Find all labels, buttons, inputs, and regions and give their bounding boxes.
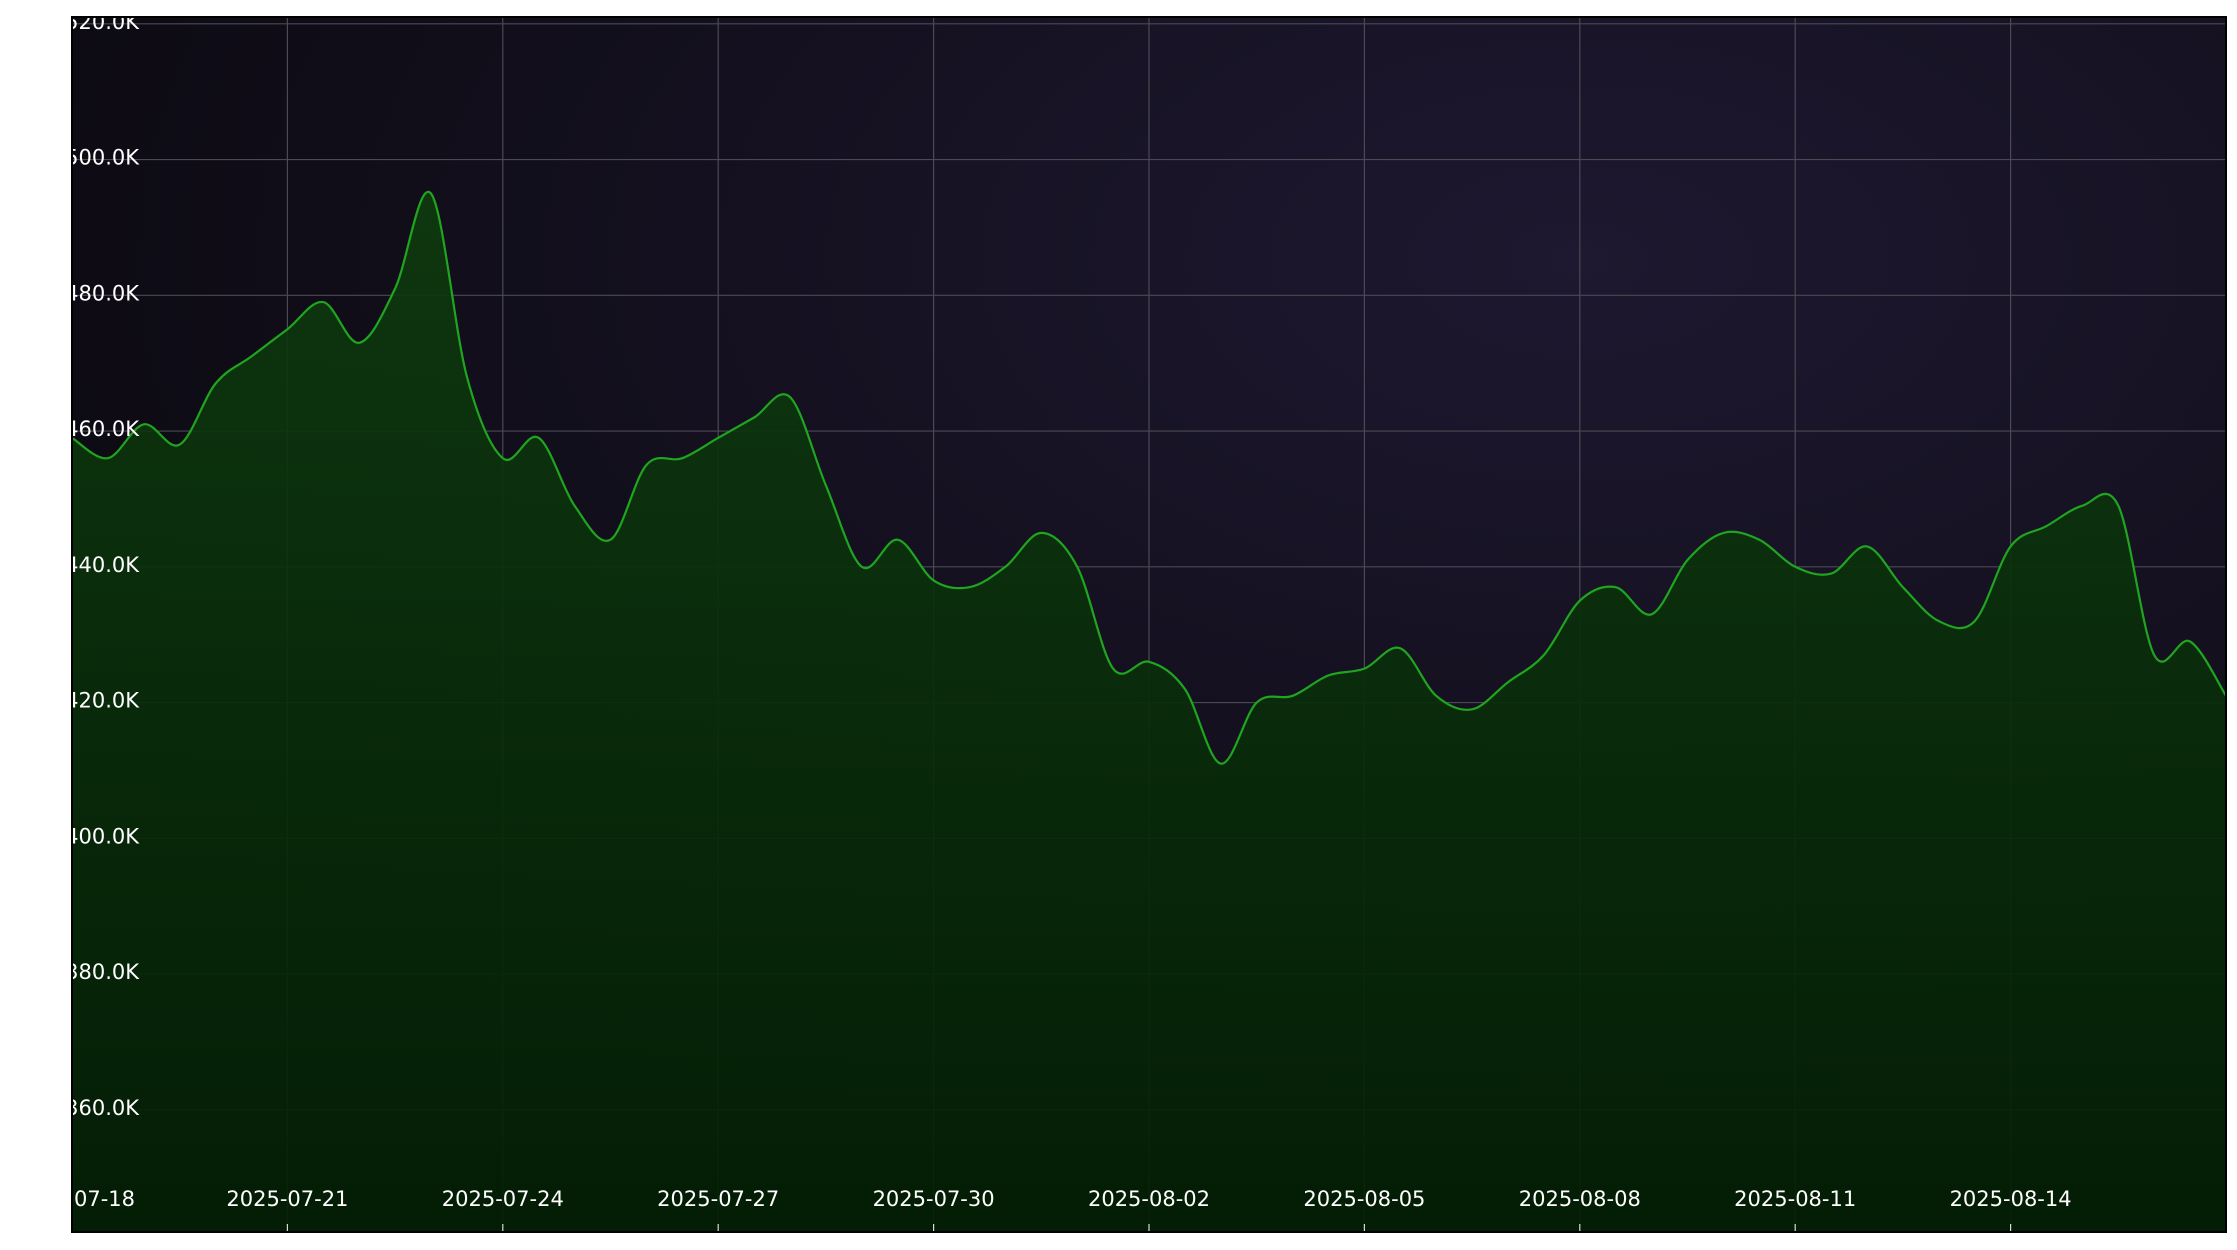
y-tick-label: 520.0K — [65, 10, 140, 34]
y-tick-label: 460.0K — [65, 417, 140, 441]
x-tick-label: 2025-08-05 — [1303, 1187, 1425, 1211]
x-tick-label: 2025-07-21 — [226, 1187, 348, 1211]
x-tick-label: 07-18 — [74, 1187, 135, 1211]
x-tick-label: 2025-08-02 — [1088, 1187, 1210, 1211]
x-tick-label: 2025-07-24 — [442, 1187, 564, 1211]
x-tick-label: 2025-08-11 — [1734, 1187, 1856, 1211]
y-tick-label: 480.0K — [65, 281, 140, 305]
y-tick-label: 380.0K — [65, 960, 140, 984]
y-tick-label: 500.0K — [65, 146, 140, 170]
x-tick-label: 2025-08-08 — [1519, 1187, 1641, 1211]
y-tick-label: 440.0K — [65, 553, 140, 577]
x-tick-label: 2025-07-27 — [657, 1187, 779, 1211]
x-tick-label: 2025-07-30 — [873, 1187, 995, 1211]
x-tick-label: 2025-08-14 — [1950, 1187, 2072, 1211]
y-tick-label: 420.0K — [65, 689, 140, 713]
y-tick-label: 360.0K — [65, 1096, 140, 1120]
y-tick-label: 400.0K — [65, 824, 140, 848]
